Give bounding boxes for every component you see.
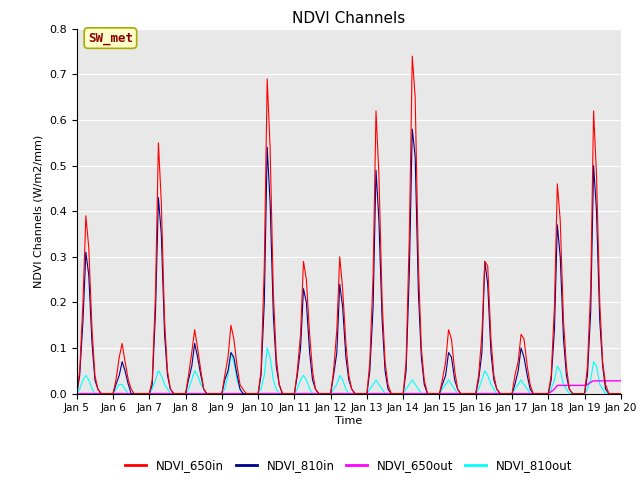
NDVI_650in: [333, 327, 340, 333]
X-axis label: Time: Time: [335, 416, 362, 426]
NDVI_810in: [617, 391, 625, 396]
NDVI_650out: [617, 378, 625, 384]
NDVI_810out: [617, 391, 625, 396]
NDVI_650out: [524, 391, 531, 396]
Title: NDVI Channels: NDVI Channels: [292, 11, 405, 26]
NDVI_650in: [224, 354, 232, 360]
NDVI_810out: [339, 377, 346, 383]
NDVI_650out: [336, 391, 344, 396]
NDVI_650in: [73, 391, 81, 396]
NDVI_650in: [408, 53, 416, 59]
Line: NDVI_810out: NDVI_810out: [77, 348, 621, 394]
NDVI_810in: [526, 386, 534, 392]
NDVI_650in: [526, 382, 534, 387]
Legend: NDVI_650in, NDVI_810in, NDVI_650out, NDVI_810out: NDVI_650in, NDVI_810in, NDVI_650out, NDV…: [120, 454, 577, 477]
NDVI_650out: [118, 391, 126, 396]
NDVI_810in: [155, 195, 163, 201]
NDVI_810in: [333, 349, 340, 355]
Y-axis label: NDVI Channels (W/m2/mm): NDVI Channels (W/m2/mm): [34, 134, 44, 288]
NDVI_650in: [336, 254, 344, 260]
NDVI_810out: [224, 372, 232, 378]
NDVI_650in: [155, 140, 163, 146]
Line: NDVI_650out: NDVI_650out: [77, 381, 621, 394]
Line: NDVI_810in: NDVI_810in: [77, 129, 621, 394]
NDVI_810out: [336, 372, 344, 378]
NDVI_810in: [73, 391, 81, 396]
NDVI_810in: [224, 368, 232, 374]
NDVI_650out: [333, 391, 340, 396]
NDVI_810out: [526, 391, 534, 396]
NDVI_650in: [118, 341, 126, 347]
NDVI_810in: [336, 281, 344, 287]
NDVI_650out: [590, 378, 598, 384]
NDVI_810in: [118, 359, 126, 365]
NDVI_810out: [155, 368, 163, 374]
NDVI_650out: [155, 391, 163, 396]
Line: NDVI_650in: NDVI_650in: [77, 56, 621, 394]
NDVI_810out: [264, 345, 271, 351]
NDVI_650in: [617, 391, 625, 396]
NDVI_650out: [224, 391, 232, 396]
NDVI_810out: [118, 382, 126, 387]
Text: SW_met: SW_met: [88, 32, 133, 45]
NDVI_810out: [73, 391, 81, 396]
NDVI_650out: [73, 391, 81, 396]
NDVI_810in: [408, 126, 416, 132]
